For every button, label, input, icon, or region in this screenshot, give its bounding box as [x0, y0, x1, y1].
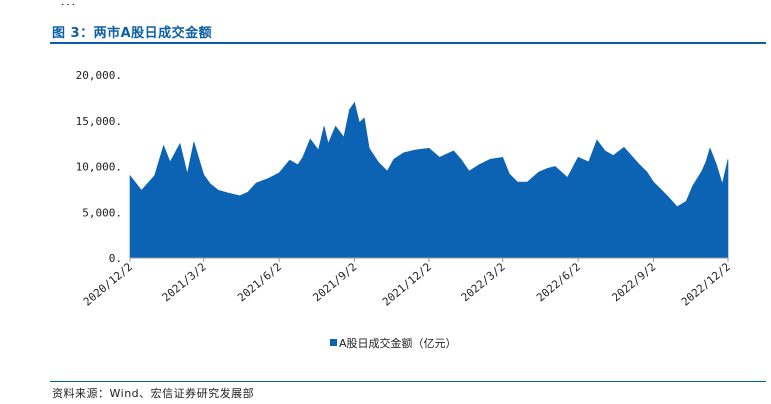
y-tick-label: 0.: [109, 252, 122, 265]
source-note: 资料来源：Wind、宏信证券研究发展部: [52, 387, 255, 400]
x-tick-label: 2022/12/2: [679, 260, 733, 308]
x-tick-label: 2021/3/2: [160, 260, 209, 304]
x-tick-label: 2021/9/2: [310, 260, 359, 304]
y-tick-label: 15,000.: [76, 115, 122, 128]
header-fragment: …: [60, 0, 760, 5]
x-tick-label: 2022/9/2: [609, 260, 658, 304]
legend-label: A股日成交金额（亿元）: [339, 336, 457, 350]
y-tick-label: 20,000.: [76, 69, 122, 82]
x-tick-label: 2020/12/2: [81, 260, 135, 308]
x-tick-label: 2021/12/2: [380, 260, 434, 308]
y-tick-label: 10,000.: [76, 161, 122, 174]
chart: 0.5,000.10,000.15,000.20,000. 2020/12/2 2…: [76, 69, 733, 350]
legend: A股日成交金额（亿元）: [330, 336, 457, 350]
x-axis: 2020/12/2 2021/3/2 2021/6/2 2021/9/2 2021/12…: [81, 258, 733, 309]
y-tick-label: 5,000.: [82, 206, 122, 219]
legend-swatch: [330, 339, 337, 346]
y-axis: 0. 5,000. 10,000. 15,000. 20,000.: [76, 69, 122, 265]
x-tick-label: 2022/3/2: [459, 260, 508, 304]
series-area: [129, 101, 729, 259]
x-tick-label: 2022/6/2: [534, 260, 583, 304]
source-rule: [50, 381, 766, 382]
title-rule: [50, 42, 766, 44]
figure-title: 图 3：两市A股日成交金额: [52, 26, 213, 41]
x-tick-label: 2021/6/2: [235, 260, 284, 304]
